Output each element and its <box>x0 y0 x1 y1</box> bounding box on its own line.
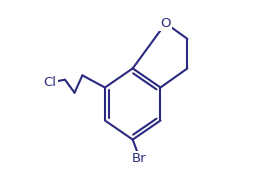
Text: O: O <box>160 17 170 30</box>
Text: Br: Br <box>131 152 146 165</box>
Text: Cl: Cl <box>44 76 57 89</box>
